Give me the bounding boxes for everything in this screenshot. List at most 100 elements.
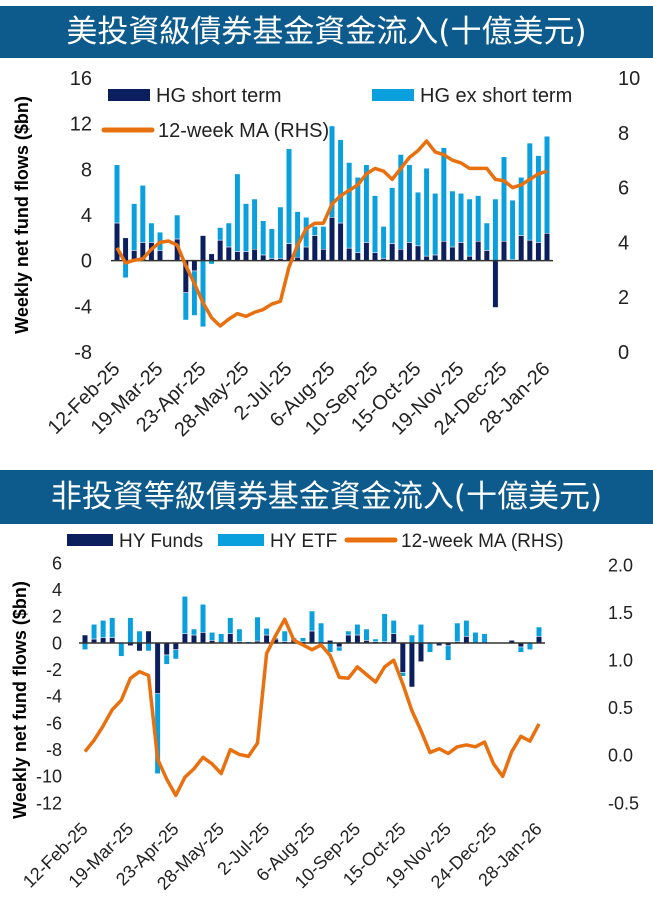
bar-series1 <box>163 642 170 656</box>
bar-series1 <box>145 630 152 644</box>
bar-series2 <box>517 646 524 653</box>
bar-series2 <box>182 292 189 321</box>
legend-label: 12-week MA (RHS) <box>401 531 564 552</box>
bar-series2 <box>109 617 116 638</box>
bar-series2 <box>114 164 120 224</box>
bar-series2 <box>445 645 452 661</box>
y2-tick-label: 10 <box>618 68 640 90</box>
bar-series2 <box>346 162 353 249</box>
bar-series2 <box>227 617 234 634</box>
bar-series2 <box>475 195 482 242</box>
bar-series1 <box>463 636 470 644</box>
legend-label: HY Funds <box>119 531 203 552</box>
bar-series1 <box>172 642 179 650</box>
y-tick-label: -8 <box>74 342 92 364</box>
bar-series2 <box>118 642 125 657</box>
bar-series1 <box>536 636 542 644</box>
ma-line <box>83 617 541 798</box>
legend-label: HG short term <box>156 85 282 107</box>
bar-series1 <box>190 634 197 644</box>
bar-series1 <box>399 642 406 673</box>
bar-series2 <box>535 155 542 243</box>
bar-series2 <box>440 147 447 242</box>
y-tick-label: -4 <box>74 296 92 318</box>
y-tick-label: -8 <box>46 740 62 760</box>
legend-label: 12-week MA (RHS) <box>158 120 329 142</box>
bar-series2 <box>172 649 179 660</box>
bar-series2 <box>389 187 396 244</box>
bar-series1 <box>390 633 397 644</box>
bar-series2 <box>432 193 439 256</box>
bar-series2 <box>218 633 225 644</box>
legend-swatch <box>67 534 113 546</box>
y2-tick-label: 6 <box>618 178 629 200</box>
y2-tick-label: 0.0 <box>608 746 633 766</box>
bar-series2 <box>454 622 461 642</box>
bar-series2 <box>254 616 261 642</box>
legend-swatch <box>372 89 414 101</box>
y2-tick-label: 1.5 <box>608 603 633 623</box>
bar-series1 <box>200 632 207 644</box>
y2-tick-label: -0.5 <box>608 793 639 813</box>
bar-series2 <box>163 654 170 665</box>
bar-series2 <box>337 139 344 224</box>
bar-series2 <box>181 596 188 634</box>
hg-fund-flows-chart: 16 12 8 4 0 -4 -8 10 8 6 4 2 0 Weekly net fund flows … <box>12 68 640 441</box>
bar-series2 <box>481 633 488 644</box>
legend-label: HY ETF <box>270 531 337 552</box>
legend-swatch <box>218 534 264 546</box>
legend-swatch <box>108 89 150 101</box>
bar-series1 <box>345 634 352 644</box>
bar-series2 <box>458 193 464 243</box>
bar-series2 <box>415 191 421 247</box>
bar-series2 <box>260 220 267 256</box>
bar-series2 <box>148 222 155 243</box>
bar-series2 <box>363 164 370 243</box>
y-tick-label: -6 <box>46 713 62 733</box>
chart1-title: 美投資級債券基金資金流入(十億美元) <box>0 6 653 58</box>
bar-series1 <box>100 637 107 644</box>
y2-tick-label: 0.5 <box>608 698 633 718</box>
bar-series2 <box>408 634 415 644</box>
y-tick-label: 4 <box>52 580 62 600</box>
y2-tick-label: 1.0 <box>608 651 633 671</box>
bar-series2 <box>336 646 343 652</box>
bar-series2 <box>294 211 301 258</box>
bar-series2 <box>318 622 325 644</box>
y-tick-label: -12 <box>36 793 62 813</box>
bar-series2 <box>449 190 456 248</box>
bar-series2 <box>174 214 181 240</box>
bar-series2 <box>345 630 352 636</box>
bar-series2 <box>463 620 470 637</box>
bar-series2 <box>423 167 430 257</box>
bar-series2 <box>263 628 270 636</box>
bar-series2 <box>251 198 258 250</box>
bar-series2 <box>526 642 533 650</box>
bar-series1 <box>109 637 116 644</box>
bar-series2 <box>320 226 327 250</box>
bar-series2 <box>417 624 424 644</box>
bar-series2 <box>472 632 479 644</box>
bar-series2 <box>145 642 152 652</box>
y-tick-label: 2 <box>52 607 62 627</box>
y-axis-label: Weekly net fund flows ($bn) <box>12 96 32 334</box>
bar-series2 <box>483 222 490 251</box>
chart2-title: 非投資等級債券基金資金流入(十億美元) <box>0 470 653 524</box>
y-tick-label: 4 <box>81 205 92 227</box>
y-tick-label: -4 <box>46 687 62 707</box>
bar-series1 <box>417 642 424 662</box>
bar-series2 <box>127 617 134 644</box>
legend-label: HG ex short term <box>420 85 572 107</box>
bar-series2 <box>509 199 516 260</box>
y2-tick-label: 2 <box>618 287 629 309</box>
bar-series1 <box>136 642 143 652</box>
bar-series1 <box>263 634 270 644</box>
bar-series2 <box>190 628 197 636</box>
bar-series2 <box>136 630 143 644</box>
y2-tick-label: 2.0 <box>608 555 633 575</box>
bar-series2 <box>281 630 288 642</box>
y-tick-label: -2 <box>46 660 62 680</box>
bar-series2 <box>209 632 216 641</box>
bar-series2 <box>139 185 146 243</box>
